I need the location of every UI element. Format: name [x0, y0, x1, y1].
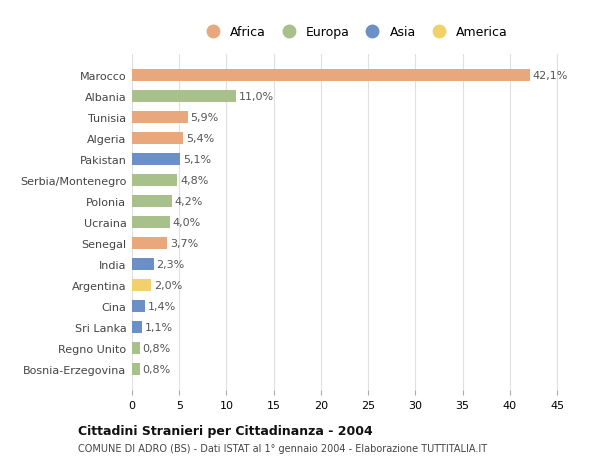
Text: Cittadini Stranieri per Cittadinanza - 2004: Cittadini Stranieri per Cittadinanza - 2… [78, 425, 373, 437]
Text: 3,7%: 3,7% [170, 239, 198, 248]
Text: 4,0%: 4,0% [173, 218, 201, 228]
Bar [132, 196, 172, 207]
Bar [132, 364, 140, 375]
Text: 2,0%: 2,0% [154, 280, 182, 291]
Text: 42,1%: 42,1% [533, 71, 568, 81]
Bar [132, 154, 180, 166]
Legend: Africa, Europa, Asia, America: Africa, Europa, Asia, America [195, 21, 513, 44]
Bar [132, 280, 151, 291]
Bar [132, 322, 142, 333]
Text: 5,4%: 5,4% [186, 134, 214, 144]
Text: 1,1%: 1,1% [145, 322, 173, 332]
Bar [132, 133, 183, 145]
Text: 11,0%: 11,0% [239, 92, 274, 102]
Bar [132, 175, 178, 186]
Bar [132, 259, 154, 270]
Text: 4,8%: 4,8% [180, 176, 209, 186]
Text: 4,2%: 4,2% [175, 197, 203, 207]
Text: COMUNE DI ADRO (BS) - Dati ISTAT al 1° gennaio 2004 - Elaborazione TUTTITALIA.IT: COMUNE DI ADRO (BS) - Dati ISTAT al 1° g… [78, 443, 487, 453]
Bar [132, 238, 167, 249]
Bar [132, 91, 236, 103]
Bar [132, 70, 530, 82]
Bar [132, 301, 145, 312]
Text: 5,9%: 5,9% [191, 113, 219, 123]
Text: 5,1%: 5,1% [183, 155, 211, 165]
Bar [132, 217, 170, 229]
Text: 0,8%: 0,8% [142, 364, 170, 374]
Text: 2,3%: 2,3% [157, 259, 185, 269]
Text: 1,4%: 1,4% [148, 302, 176, 311]
Text: 0,8%: 0,8% [142, 343, 170, 353]
Bar [132, 112, 188, 123]
Bar [132, 342, 140, 354]
